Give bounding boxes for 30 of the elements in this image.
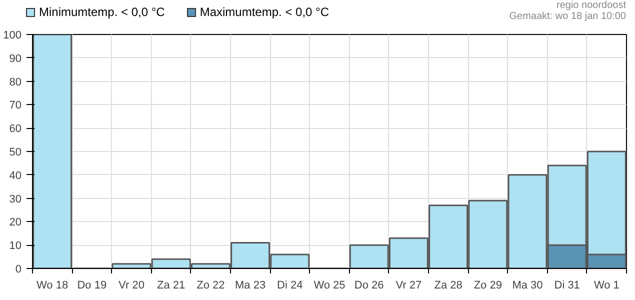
x-tick-label: Wo 1 [594, 280, 620, 292]
x-tick-label: Ma 23 [235, 280, 266, 292]
y-tick-label: 50 [9, 146, 22, 158]
x-tick-label: Zo 29 [474, 280, 502, 292]
x-tick-label: Ma 30 [512, 280, 543, 292]
x-tick-label: Wo 25 [314, 280, 346, 292]
text: regio noordoost [556, 0, 626, 11]
x-tick-label: Wo 18 [36, 280, 68, 292]
x-tick-label: Zo 22 [196, 280, 225, 292]
y-tick-label: 80 [9, 76, 22, 88]
y-tick-label: 10 [9, 240, 22, 252]
y-tick-label: 60 [9, 123, 22, 136]
legend-label: Maximumtemp. < 0,0 °C [198, 4, 330, 21]
y-tick-label: 40 [9, 170, 22, 182]
x-tick-label: Vr 27 [396, 280, 422, 292]
y-tick-label: 70 [9, 100, 22, 112]
x-tick-label: Do 19 [77, 280, 107, 292]
y-tick-label: 30 [9, 193, 22, 206]
y-tick-label: 0 [15, 264, 22, 276]
legend-label: Minimumtemp. < 0,0 °C [38, 4, 165, 21]
x-tick-label: Do 26 [354, 280, 384, 292]
x-tick-label: Za 28 [434, 280, 462, 292]
y-tick-label: 90 [9, 52, 22, 65]
x-tick-label: Za 21 [157, 280, 186, 292]
x-tick-label: Di 24 [277, 280, 303, 292]
x-tick-label: Vr 20 [118, 280, 144, 292]
text: Gemaakt: wo 18 jan 10:00 [509, 11, 626, 22]
y-tick-label: 20 [9, 216, 22, 229]
x-tick-label: Di 31 [554, 280, 580, 292]
y-tick-label: 100 [3, 30, 22, 42]
